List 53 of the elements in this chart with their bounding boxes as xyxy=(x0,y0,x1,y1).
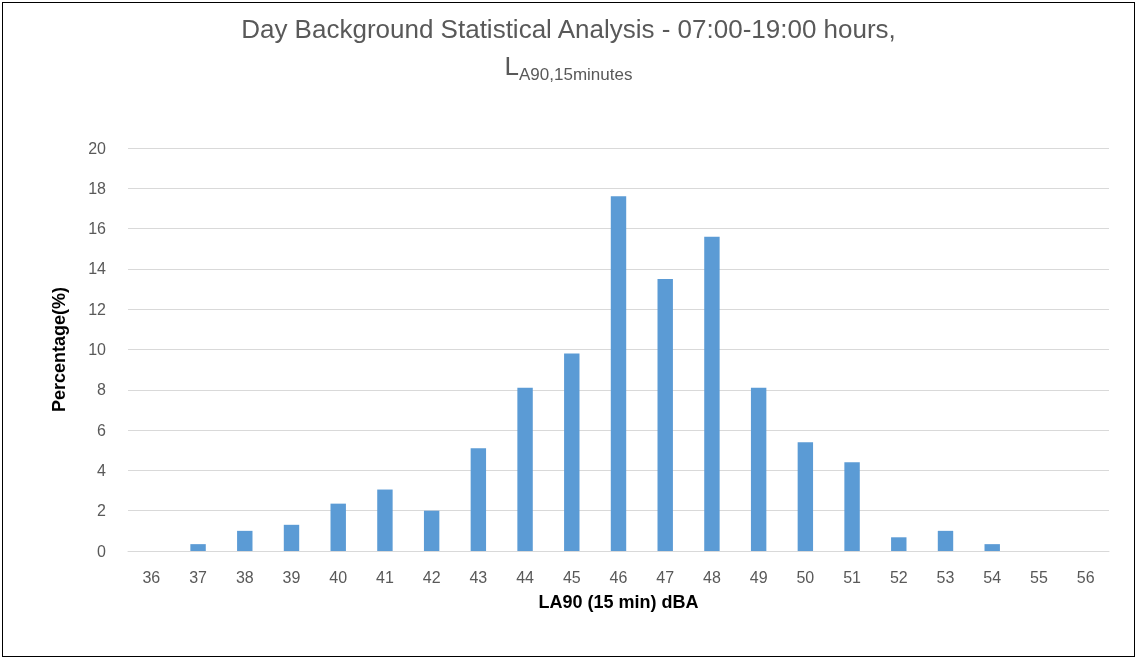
bar xyxy=(797,442,814,551)
x-tick-label: 41 xyxy=(376,568,394,586)
bar xyxy=(377,489,393,551)
bar xyxy=(564,353,580,551)
x-tick-label: 48 xyxy=(703,568,721,586)
x-tick-label: 52 xyxy=(889,568,908,586)
y-tick-label: 2 xyxy=(97,502,107,520)
bar xyxy=(844,462,860,551)
x-tick-label: 36 xyxy=(142,568,161,586)
x-tick-label: 44 xyxy=(516,568,535,586)
x-tick-label: 39 xyxy=(282,568,301,586)
y-tick-label: 16 xyxy=(88,220,107,238)
bar xyxy=(657,278,673,551)
x-tick-label: 43 xyxy=(469,568,488,586)
x-tick-label: 53 xyxy=(936,568,955,586)
x-tick-label: 50 xyxy=(796,568,815,586)
bar xyxy=(937,530,954,551)
bar xyxy=(283,524,300,551)
bar xyxy=(750,387,767,551)
x-tick-label: 49 xyxy=(749,568,768,586)
y-axis-title: Percentage(%) xyxy=(49,286,69,413)
bar xyxy=(891,537,907,551)
y-tick-label: 10 xyxy=(88,341,107,358)
x-tick-label: 38 xyxy=(235,568,254,586)
bar xyxy=(237,530,253,551)
bar xyxy=(330,503,346,551)
y-tick-label: 12 xyxy=(88,300,107,318)
x-tick-label: 47 xyxy=(656,568,675,586)
y-tick-label: 6 xyxy=(97,421,107,439)
x-axis-title: LA90 (15 min) dBA xyxy=(538,592,699,612)
bar xyxy=(704,236,720,551)
y-tick-label: 8 xyxy=(97,381,107,399)
bar xyxy=(423,510,440,551)
x-tick-label: 42 xyxy=(422,568,441,586)
x-tick-label: 51 xyxy=(843,568,862,586)
x-tick-label: 40 xyxy=(329,568,348,586)
chart-title: Day Background Statistical Analysis - 07:00-19:00 hours, xyxy=(241,14,896,44)
y-tick-label: 14 xyxy=(88,260,107,278)
bar xyxy=(984,544,1000,551)
bar xyxy=(190,544,206,551)
x-tick-label: 54 xyxy=(983,568,1002,586)
y-tick-label: 20 xyxy=(88,139,107,157)
x-tick-label: 46 xyxy=(609,568,628,586)
bar xyxy=(610,196,627,551)
x-tick-label: 45 xyxy=(562,568,581,586)
y-tick-label: 4 xyxy=(97,461,107,479)
x-tick-label: 56 xyxy=(1076,568,1095,586)
x-tick-label: 55 xyxy=(1030,568,1048,586)
bar xyxy=(470,448,487,551)
y-tick-label: 0 xyxy=(97,542,107,560)
bar xyxy=(517,387,533,551)
x-tick-label: 37 xyxy=(189,568,208,586)
y-tick-label: 18 xyxy=(88,179,107,197)
